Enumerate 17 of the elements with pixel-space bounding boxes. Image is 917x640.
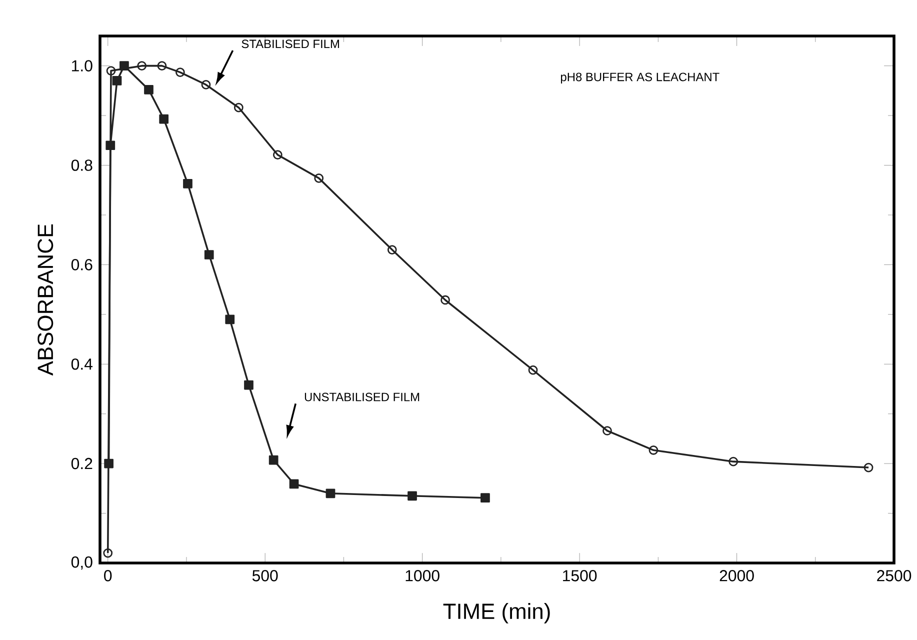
x-axis-title: TIME (min): [443, 602, 550, 624]
y-tick-label: 0.2: [71, 458, 92, 470]
annotation: STABILISED FILM: [242, 40, 339, 48]
annotation: UNSTABILISED FILM: [304, 392, 420, 402]
x-tick-label: 0: [104, 570, 112, 582]
y-tick-label: 0.4: [71, 358, 92, 370]
y-tick-label: 0.6: [71, 259, 92, 270]
x-tick-label: 500: [252, 570, 278, 582]
x-tick-label: 1000: [406, 570, 440, 582]
x-tick-label: 1500: [563, 570, 597, 582]
y-tick-label: 0.8: [71, 160, 92, 171]
annotation: pH8 BUFFER AS LEACHANT: [560, 72, 720, 84]
y-tick-label: 0,0: [71, 556, 92, 570]
x-tick-label: 2000: [720, 570, 754, 582]
x-tick-label: 2500: [877, 570, 912, 582]
y-tick-label: 1.0: [72, 60, 92, 72]
y-axis-title: ABSORBANCE: [38, 224, 54, 376]
